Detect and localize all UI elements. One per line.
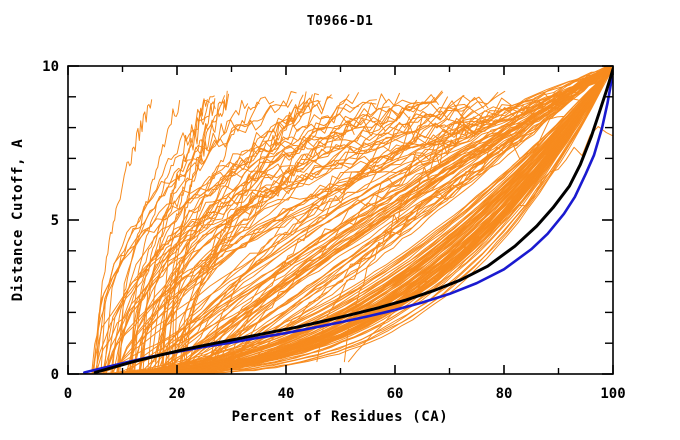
prediction-curve bbox=[172, 66, 608, 374]
prediction-curve bbox=[117, 66, 612, 374]
prediction-curve bbox=[95, 91, 444, 374]
prediction-curve bbox=[123, 66, 609, 374]
prediction-curve bbox=[209, 117, 491, 363]
x-tick-label: 80 bbox=[496, 386, 513, 402]
prediction-curve bbox=[156, 66, 607, 374]
prediction-curve bbox=[116, 101, 377, 374]
prediction-curve bbox=[117, 93, 230, 374]
prediction-curve bbox=[109, 66, 611, 374]
prediction-curve bbox=[99, 66, 612, 374]
x-tick-label: 100 bbox=[600, 386, 625, 402]
prediction-curve bbox=[103, 99, 419, 374]
prediction-curve bbox=[132, 104, 548, 374]
prediction-curve bbox=[149, 97, 557, 374]
page-title: T0966-D1 bbox=[306, 14, 374, 29]
prediction-curve bbox=[165, 66, 609, 374]
prediction-curve bbox=[98, 66, 613, 374]
prediction-curve bbox=[100, 96, 275, 374]
y-axis-title: Distance Cutoff, A bbox=[10, 139, 26, 302]
prediction-curve bbox=[145, 68, 613, 374]
prediction-curve bbox=[105, 66, 611, 374]
prediction-curve bbox=[91, 91, 499, 374]
prediction-curve bbox=[108, 67, 613, 374]
prediction-curve bbox=[131, 95, 215, 374]
prediction-curve bbox=[113, 66, 612, 374]
prediction-curve bbox=[138, 106, 390, 374]
x-tick-label: 40 bbox=[278, 386, 295, 402]
prediction-curve bbox=[343, 116, 475, 363]
prediction-curve bbox=[96, 99, 153, 374]
prediction-curve bbox=[206, 66, 613, 374]
prediction-curve bbox=[162, 98, 216, 374]
prediction-curve bbox=[209, 116, 430, 363]
x-tick-label: 0 bbox=[64, 386, 72, 402]
prediction-curve bbox=[156, 66, 609, 374]
prediction-curve bbox=[142, 96, 333, 374]
x-tick-label: 20 bbox=[169, 386, 186, 402]
prediction-curve bbox=[105, 96, 449, 374]
prediction-curve bbox=[91, 99, 210, 373]
prediction-curve bbox=[128, 96, 484, 374]
prediction-curve bbox=[152, 120, 331, 363]
curves-layer bbox=[78, 66, 613, 374]
prediction-curve bbox=[90, 66, 613, 374]
prediction-curve bbox=[237, 117, 471, 363]
x-axis-title: Percent of Residues (CA) bbox=[232, 409, 449, 425]
prediction-curve bbox=[138, 94, 332, 374]
prediction-curve bbox=[196, 66, 608, 374]
prediction-curve bbox=[93, 66, 613, 374]
x-tick-label: 60 bbox=[387, 386, 404, 402]
prediction-curve bbox=[105, 66, 613, 374]
reference-curve bbox=[93, 67, 613, 374]
y-tick-label: 10 bbox=[42, 59, 59, 75]
prediction-curve bbox=[94, 100, 306, 374]
prediction-curve bbox=[316, 107, 573, 363]
prediction-curve bbox=[154, 120, 355, 363]
y-tick-label: 5 bbox=[51, 213, 59, 229]
axis-tick-labels: 0 20 40 60 80 100 0 5 10 bbox=[42, 59, 626, 402]
prediction-curve bbox=[173, 101, 260, 374]
prediction-curve bbox=[251, 117, 533, 363]
prediction-curve bbox=[128, 104, 315, 374]
prediction-curve bbox=[211, 66, 608, 374]
prediction-curve bbox=[115, 66, 607, 374]
prediction-curve bbox=[128, 96, 489, 372]
prediction-curve bbox=[117, 66, 612, 374]
y-tick-label: 0 bbox=[51, 367, 59, 383]
prediction-curve bbox=[129, 99, 249, 374]
axis-ticks bbox=[67, 65, 614, 375]
prediction-curve bbox=[116, 94, 350, 374]
prediction-curve bbox=[173, 91, 307, 374]
prediction-curve bbox=[182, 94, 304, 374]
prediction-curve bbox=[229, 116, 411, 363]
prediction-curve bbox=[90, 66, 609, 374]
prediction-curve bbox=[93, 66, 611, 374]
